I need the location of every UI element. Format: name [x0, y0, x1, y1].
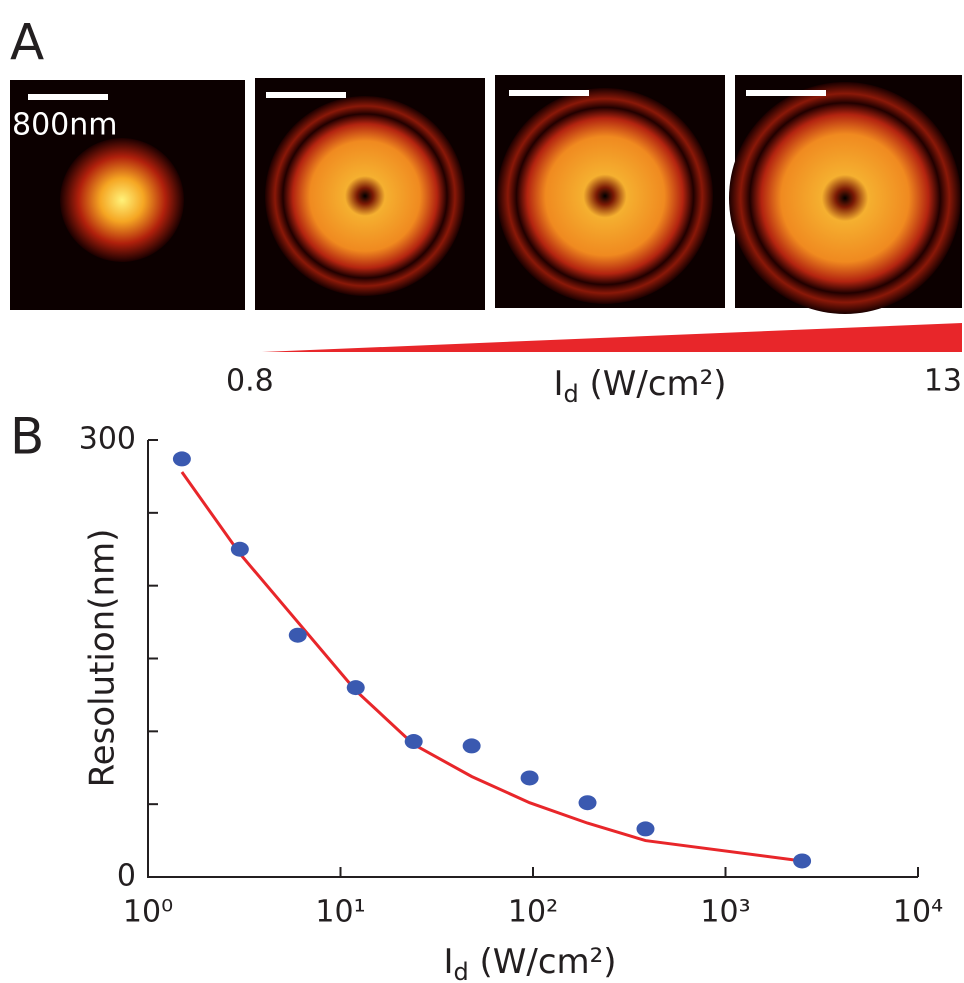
symbol: I — [553, 364, 563, 404]
data-point — [520, 770, 539, 786]
unit: (W/cm²) — [469, 942, 617, 982]
data-point — [288, 627, 307, 643]
image-4 — [729, 75, 962, 314]
fit-line — [180, 471, 803, 863]
data-point — [793, 853, 812, 869]
symbol: I — [443, 942, 453, 982]
y-axis-label: Resolution(nm) — [83, 529, 123, 788]
x-tick-label: 10¹ — [315, 895, 365, 930]
data-point — [346, 680, 365, 696]
data-point — [404, 734, 423, 750]
panel-label: A — [10, 14, 44, 72]
image-1: 800nm — [10, 80, 245, 310]
x-tick-label: 10⁰ — [123, 895, 173, 930]
x-tick-label: 10² — [508, 895, 558, 930]
data-point — [230, 541, 249, 557]
intensity-min: 0.8 — [226, 364, 274, 399]
subscript: d — [563, 380, 578, 408]
x-tick-label: 10⁴ — [893, 895, 943, 930]
intensity-label: Id (W/cm²) — [553, 364, 726, 409]
panel-label: B — [10, 408, 44, 466]
x-axis-label: Id (W/cm²) — [443, 942, 616, 983]
data-point — [462, 738, 481, 754]
intensity-max: 13 — [924, 364, 962, 399]
x-tick-label: 10³ — [700, 895, 750, 930]
unit: (W/cm²) — [579, 364, 727, 404]
data-point — [172, 451, 191, 467]
y-tick-label: 300 — [79, 422, 136, 457]
y-tick-label: 0 — [117, 859, 136, 894]
scale-bar-label: 800nm — [12, 108, 118, 143]
image-2 — [255, 78, 485, 310]
subscript: d — [453, 958, 468, 983]
image-3 — [495, 75, 725, 308]
data-point — [578, 795, 597, 811]
data-point — [636, 821, 655, 837]
intensity-wedge — [262, 323, 962, 352]
